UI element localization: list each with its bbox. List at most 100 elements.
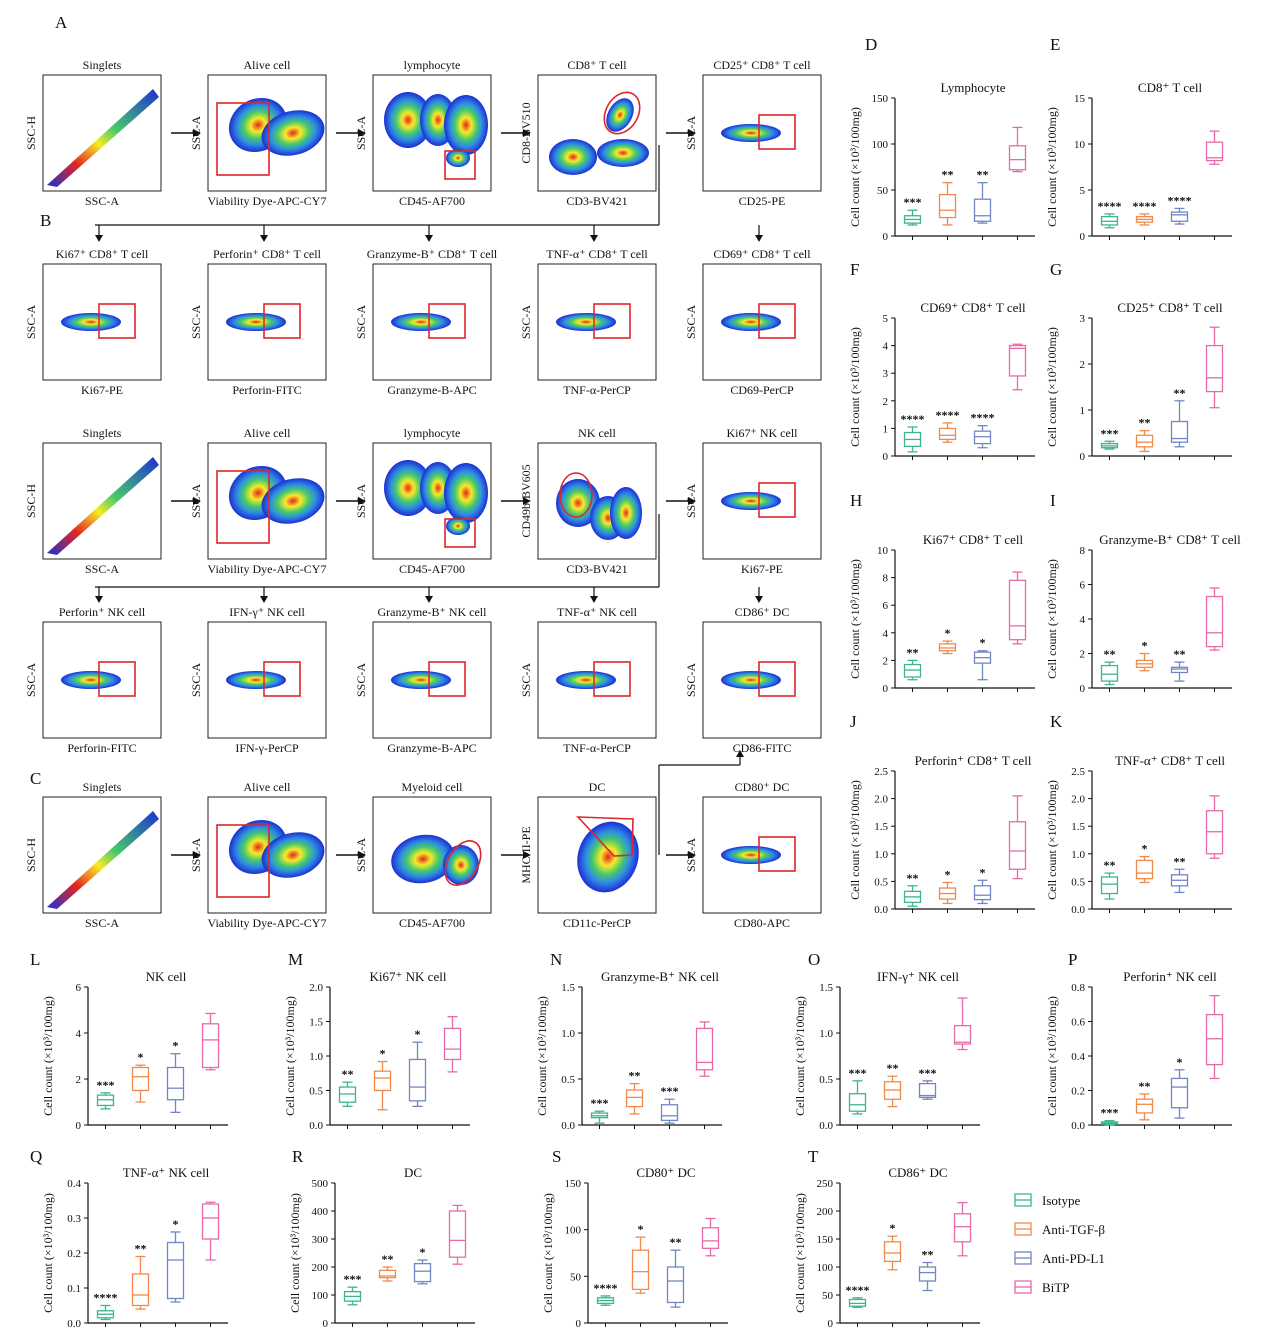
y-tick-label: 1.0 <box>874 849 888 861</box>
box-iqr <box>1170 666 1189 674</box>
y-tick-label: 1 <box>883 423 889 435</box>
y-tick-label: 0.8 <box>1071 982 1085 994</box>
significance-label: ** <box>629 1069 641 1083</box>
significance-label: * <box>890 1221 896 1235</box>
y-tick-label: 15 <box>1074 93 1086 105</box>
significance-label: **** <box>901 412 925 426</box>
significance-label: **** <box>94 1291 118 1305</box>
box-iqr <box>1008 344 1027 377</box>
box-group-BiTP <box>1205 326 1224 409</box>
connector-arrow-head <box>95 235 103 242</box>
gate-rect <box>263 303 301 339</box>
flow-plot: Perforin⁺ NK cell Perforin-FITC SSC-A <box>24 605 162 755</box>
legend-label: BiTP <box>1042 1280 1069 1295</box>
density-blob <box>721 671 781 689</box>
legend-item: BiTP <box>1014 1280 1069 1295</box>
gate-rect <box>758 661 796 697</box>
flow-plot: Alive cell Viability Dye-APC-CY7 SSC-A <box>189 426 366 576</box>
box-group-Isotype: *** <box>849 1066 867 1115</box>
y-tick-label: 0 <box>576 1318 582 1330</box>
box-group-BiTP <box>1008 795 1027 880</box>
flow-x-label: Perforin-FITC <box>67 741 136 755</box>
box-iqr <box>903 663 922 678</box>
significance-label: *** <box>97 1078 115 1092</box>
y-tick-label: 2 <box>1080 359 1086 371</box>
flow-arrow-head <box>523 497 531 505</box>
gate-ellipse <box>603 91 641 135</box>
y-tick-label: 1.0 <box>819 1028 833 1040</box>
box-group-Anti-TGF-β: ** <box>378 1252 397 1282</box>
y-tick-label: 0.2 <box>1071 1086 1085 1098</box>
flow-plot-title: CD86⁺ DC <box>735 605 790 619</box>
box-iqr <box>166 1241 185 1300</box>
connector-arrow-head <box>95 596 103 603</box>
flow-plot-title: NK cell <box>578 426 616 440</box>
y-tick-label: 0 <box>1080 451 1086 463</box>
y-tick-label: 50 <box>822 1290 834 1302</box>
significance-label: * <box>138 1050 144 1064</box>
flow-x-label: CD3-BV421 <box>566 562 627 576</box>
significance-label: *** <box>849 1066 867 1080</box>
density-blob <box>384 460 432 516</box>
significance-label: **** <box>846 1283 870 1297</box>
y-axis-label: Cell count (×10³/100mg) <box>848 559 862 679</box>
y-axis-label: Cell count (×10³/100mg) <box>1045 107 1059 227</box>
flow-plot: Singlets SSC-A SSC-H <box>24 58 201 208</box>
boxplot-panel: 0 5 10 15 **** **** **** CD8⁺ T cell Cell count … <box>1045 35 1232 243</box>
significance-label: ** <box>922 1248 934 1262</box>
flow-x-label: SSC-A <box>85 916 119 930</box>
gate-rect <box>216 102 270 176</box>
significance-label: ** <box>887 1061 899 1075</box>
density-diagonal <box>47 811 159 909</box>
flow-plot: TNF-α⁺ CD8⁺ T cell TNF-α-PerCP SSC-A <box>519 247 657 397</box>
y-tick-label: 1.5 <box>309 1017 323 1029</box>
boxplot-panel: 0.00.51.01.52.02.5*****TNF-α⁺ CD8⁺ T cel… <box>1045 712 1232 916</box>
y-tick-label: 1.0 <box>561 1028 575 1040</box>
y-tick-label: 0.3 <box>67 1213 81 1225</box>
chart-title: NK cell <box>146 969 187 984</box>
flow-arrow-head <box>193 497 201 505</box>
flow-plot: CD80⁺ DC CD80-APC SSC-A <box>684 780 822 930</box>
significance-label: * <box>980 865 986 879</box>
y-axis-label: Cell count (×10³/100mg) <box>1045 780 1059 900</box>
flow-arrow-head <box>523 851 531 859</box>
y-tick-label: 1.0 <box>1071 849 1085 861</box>
box-iqr <box>918 1082 937 1099</box>
density-blob <box>577 821 639 893</box>
y-tick-label: 100 <box>312 1290 329 1302</box>
y-tick-label: 4 <box>1080 614 1086 626</box>
flow-plot: Singlets SSC-A SSC-H <box>24 426 201 576</box>
box-group-Anti-PD-L1: * <box>408 1027 427 1108</box>
y-tick-label: 4 <box>76 1028 82 1040</box>
flow-x-label: Viability Dye-APC-CY7 <box>208 916 327 930</box>
box-iqr <box>201 1023 220 1069</box>
y-tick-label: 4 <box>883 628 889 640</box>
box-iqr <box>973 885 992 901</box>
y-tick-label: 5 <box>883 313 889 325</box>
chart-title: Granzyme-B⁺ NK cell <box>601 969 719 984</box>
y-tick-label: 200 <box>817 1206 834 1218</box>
y-axis-label: Cell count (×10³/100mg) <box>535 996 549 1116</box>
significance-label: ** <box>1104 647 1116 661</box>
chart-title: CD8⁺ T cell <box>1138 80 1203 95</box>
y-tick-label: 100 <box>565 1225 582 1237</box>
box-group-Anti-TGF-β: ** <box>938 168 957 226</box>
y-axis-label: Cell count (×10³/100mg) <box>793 1193 807 1313</box>
significance-label: ** <box>907 645 919 659</box>
box-group-Isotype: **** <box>94 1291 118 1321</box>
box-iqr <box>1205 595 1224 648</box>
flow-plot: CD86⁺ DC CD86-FITC SSC-A <box>684 605 822 755</box>
density-blob <box>444 95 488 155</box>
box-group-BiTP <box>1205 130 1224 165</box>
significance-label: *** <box>344 1272 362 1286</box>
flow-plot-title: Singlets <box>83 426 122 440</box>
flow-x-label: SSC-A <box>85 562 119 576</box>
density-blob <box>556 479 600 527</box>
density-blob <box>444 463 488 523</box>
box-iqr <box>166 1066 185 1101</box>
connector-arrow-head <box>736 750 744 757</box>
box-group-BiTP <box>1205 994 1224 1080</box>
box-iqr <box>1135 1098 1154 1114</box>
